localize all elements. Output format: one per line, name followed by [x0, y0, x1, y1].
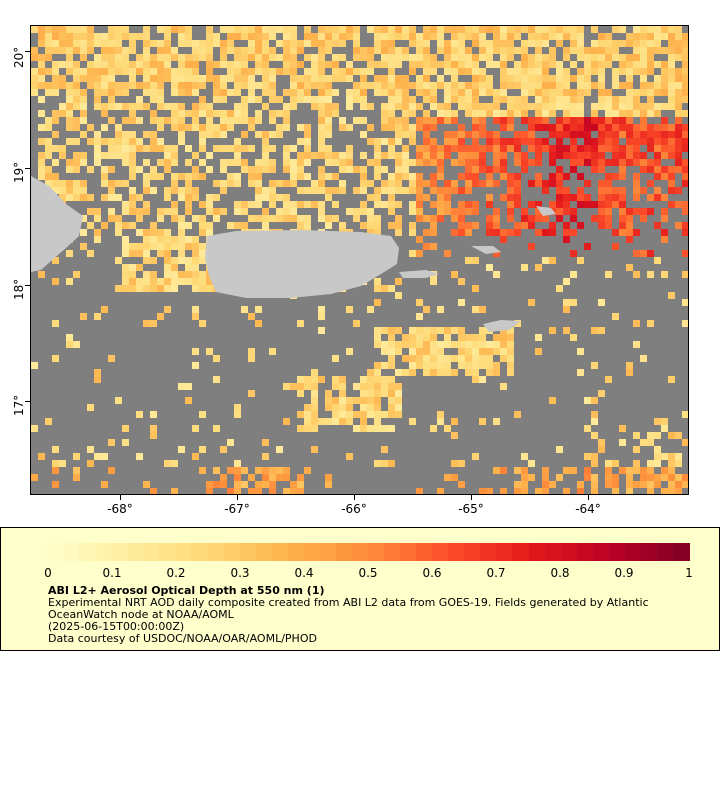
lon-label-64: -64°	[575, 502, 601, 516]
map-frame	[30, 25, 689, 495]
colorbar-segment	[335, 543, 353, 561]
colorbar-segment	[464, 543, 481, 561]
colorbar-segment	[608, 543, 626, 561]
legend-title: ABI L2+ Aerosol Optical Depth at 550 nm …	[48, 584, 325, 597]
colorbar-segment	[239, 543, 257, 561]
colorbar-segment	[432, 543, 449, 561]
colorbar-tick-label: 0.9	[614, 566, 634, 580]
colorbar-segment	[496, 543, 514, 561]
lon-label-67: -67°	[224, 502, 250, 516]
colorbar-tick-label: 1	[685, 566, 693, 580]
x-tick	[354, 495, 355, 500]
x-tick	[471, 495, 472, 500]
colorbar-segment	[384, 543, 401, 561]
colorbar-segment	[592, 543, 610, 561]
island-landmass	[399, 270, 439, 278]
lat-label-19: 19°	[12, 161, 26, 183]
colorbar-tick-label: 0	[44, 566, 52, 580]
colorbar-tick-label: 0.8	[550, 566, 570, 580]
colorbar-segment	[448, 543, 465, 561]
colorbar-segment	[512, 543, 530, 561]
colorbar-segment	[191, 543, 209, 561]
y-tick	[25, 51, 30, 52]
colorbar-segment	[544, 543, 562, 561]
island-landmass	[536, 206, 556, 216]
x-tick	[588, 495, 589, 500]
legend-desc-credit: Data courtesy of USDOC/NOAA/OAR/AOML/PHO…	[48, 632, 317, 645]
colorbar-segment	[223, 543, 241, 561]
colorbar-tick-label: 0.6	[422, 566, 442, 580]
legend-desc-line: Experimental NRT AOD daily composite cre…	[48, 596, 649, 621]
aod-pixels	[31, 26, 688, 494]
colorbar-segment	[111, 543, 128, 561]
island-landmass	[471, 246, 501, 254]
colorbar-segment	[416, 543, 433, 561]
legend-desc-date: (2025-06-15T00:00:00Z)	[48, 620, 185, 633]
colorbar-segment	[143, 543, 160, 561]
colorbar-segment	[640, 543, 658, 561]
colorbar-segment	[672, 543, 690, 561]
colorbar-segment	[560, 543, 578, 561]
colorbar-segment	[624, 543, 642, 561]
colorbar-segment	[63, 543, 80, 561]
colorbar-segment	[95, 543, 112, 561]
colorbar-segment	[351, 543, 369, 561]
colorbar-tick-label: 0.5	[358, 566, 378, 580]
colorbar-segment	[319, 543, 337, 561]
colorbar-segment	[656, 543, 674, 561]
island-landmass	[31, 176, 83, 272]
colorbar-segment	[127, 543, 144, 561]
colorbar-segment	[255, 543, 273, 561]
colorbar-segment	[368, 543, 385, 561]
colorbar-segment	[271, 543, 289, 561]
lat-label-17: 17°	[12, 394, 26, 416]
colorbar-segment	[159, 543, 176, 561]
colorbar-segment	[576, 543, 594, 561]
lon-label-65: -65°	[458, 502, 484, 516]
colorbar-segment	[175, 543, 193, 561]
island-landmass	[483, 320, 521, 332]
colorbar-segment	[79, 543, 96, 561]
lat-label-20: 20°	[12, 46, 26, 68]
colorbar-tick-label: 0.1	[102, 566, 122, 580]
lon-label-68: -68°	[107, 502, 133, 516]
colorbar-tick-label: 0.7	[486, 566, 506, 580]
colorbar-segment	[207, 543, 225, 561]
y-tick	[25, 285, 30, 286]
lon-label-66: -66°	[341, 502, 367, 516]
colorbar-segment	[287, 543, 305, 561]
legend-description: Experimental NRT AOD daily composite cre…	[48, 597, 688, 645]
colorbar-tick-label: 0.4	[294, 566, 314, 580]
y-tick	[25, 168, 30, 169]
x-tick	[237, 495, 238, 500]
aod-map	[31, 26, 688, 494]
colorbar-segment	[47, 543, 64, 561]
colorbar-segment	[480, 543, 497, 561]
lat-label-18: 18°	[12, 278, 26, 300]
colorbar-segment	[400, 543, 417, 561]
colorbar-tick-label: 0.3	[230, 566, 250, 580]
y-tick	[25, 401, 30, 402]
x-tick	[120, 495, 121, 500]
legend-box: 0 0.1 0.2 0.3 0.4 0.5 0.6 0.7 0.8 0.9 1 …	[0, 527, 720, 651]
colorbar-segment	[528, 543, 546, 561]
puerto-rico-landmass	[205, 230, 399, 298]
colorbar	[47, 543, 690, 561]
colorbar-segment	[303, 543, 321, 561]
colorbar-tick-label: 0.2	[166, 566, 186, 580]
